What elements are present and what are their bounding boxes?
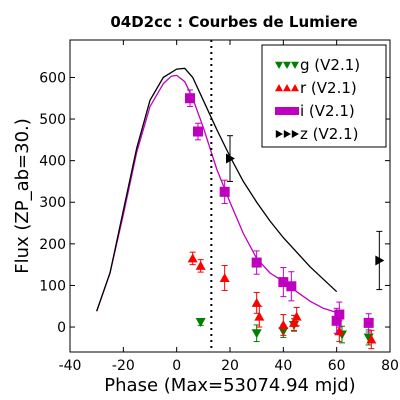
legend-entries: g (V2.1) r (V2.1) i (V2.1) z (V2.1)	[275, 56, 360, 143]
axis-ticks: -40 -20 0 20 40 60 80 0 100 200 300 400 500 600	[39, 40, 399, 374]
data-point	[331, 315, 342, 326]
legend-marker	[283, 84, 291, 92]
data-point	[251, 297, 262, 307]
legend-marker	[291, 61, 299, 69]
x-tick-label: 80	[381, 358, 399, 374]
data-point	[278, 277, 289, 288]
data-point	[185, 93, 195, 104]
x-tick-label: -20	[112, 358, 135, 374]
legend-marker	[283, 130, 291, 138]
data-point	[226, 153, 235, 164]
data-point	[291, 311, 302, 321]
x-tick-label: 60	[328, 358, 346, 374]
data-point	[375, 255, 385, 266]
data-point	[366, 334, 377, 344]
x-tick-label: 20	[221, 358, 239, 374]
data-point	[334, 309, 345, 320]
y-tick-label: 600	[39, 70, 66, 86]
chart-title: 04D2cc : Courbes de Lumiere	[110, 13, 357, 31]
y-tick-label: 300	[39, 195, 66, 211]
x-tick-label: 0	[172, 358, 181, 374]
data-point	[278, 319, 289, 329]
y-tick-label: 0	[57, 320, 66, 336]
y-tick-label: 500	[39, 112, 66, 128]
legend-marker	[291, 107, 299, 115]
legend-marker	[275, 61, 283, 69]
plot-area: -40 -20 0 20 40 60 80 0 100 200 300 400 500 600	[39, 39, 399, 374]
y-tick-label: 200	[39, 237, 66, 253]
data-point	[187, 253, 198, 263]
y-axis-label: Flux (ZP_ab=30.)	[12, 118, 33, 274]
data-point	[195, 260, 206, 270]
data-point	[251, 257, 262, 268]
legend-marker	[275, 130, 283, 138]
legend-label: r (V2.1)	[300, 79, 357, 97]
model-curve	[96, 67, 338, 312]
data-point	[219, 186, 230, 197]
y-tick-label: 100	[39, 278, 66, 294]
legend-marker	[275, 84, 283, 92]
data-point	[193, 126, 203, 137]
data-point	[363, 317, 374, 328]
x-tick-label: 40	[274, 358, 292, 374]
y-tick-label: 400	[39, 154, 66, 170]
legend: g (V2.1) r (V2.1) i (V2.1) z (V2.1)	[261, 44, 387, 148]
legend-marker	[283, 61, 291, 69]
data-points	[185, 89, 385, 350]
legend-label: z (V2.1)	[300, 125, 358, 143]
legend-marker	[291, 130, 299, 138]
x-axis-label: Phase (Max=53074.94 mjd)	[104, 375, 355, 396]
legend-label: i (V2.1)	[300, 102, 355, 120]
x-tick-label: -40	[59, 358, 82, 374]
legend-marker	[275, 107, 283, 115]
data-point	[219, 272, 230, 282]
data-point	[251, 329, 262, 339]
legend-marker	[283, 107, 291, 115]
data-point	[286, 281, 297, 292]
legend-marker	[291, 84, 299, 92]
legend-label: g (V2.1)	[300, 56, 360, 74]
data-point	[254, 311, 265, 321]
data-point	[195, 318, 206, 328]
